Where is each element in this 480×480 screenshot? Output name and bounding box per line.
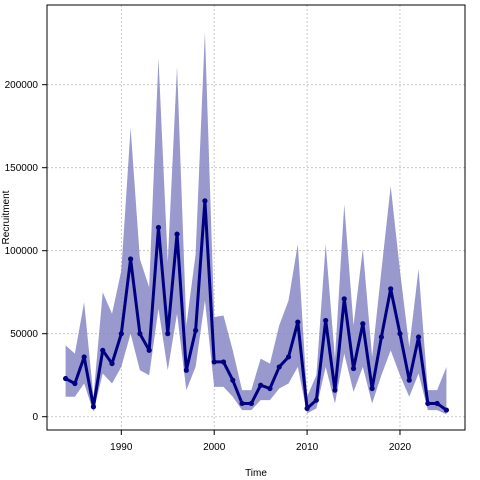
data-point-1985 xyxy=(72,380,78,387)
data-point-2009 xyxy=(295,319,301,325)
data-point-2006 xyxy=(267,385,273,392)
data-point-1995 xyxy=(165,331,171,337)
data-point-1993 xyxy=(146,347,152,353)
data-point-1984 xyxy=(62,375,69,382)
data-point-1987 xyxy=(90,404,97,410)
data-point-1999 xyxy=(202,198,208,204)
data-point-2015 xyxy=(350,365,357,372)
data-point-2014 xyxy=(341,296,347,302)
axis-ticks: 1990 2000 2010 2020 0 50000 100000 150000 200000 xyxy=(5,80,412,453)
data-point-1998 xyxy=(193,327,199,333)
data-point-2000 xyxy=(211,359,217,365)
data-point-2013 xyxy=(332,387,338,393)
data-point-2016 xyxy=(360,321,366,327)
data-point-2001 xyxy=(220,359,227,365)
y-tick-label-150000: 150000 xyxy=(5,163,39,174)
y-tick-label-0: 0 xyxy=(32,412,38,423)
data-point-1991 xyxy=(128,256,134,262)
data-point-2012 xyxy=(323,317,329,324)
y-tick-label-50000: 50000 xyxy=(10,329,38,340)
data-point-2003 xyxy=(239,400,245,407)
plot-frame xyxy=(46,4,466,431)
x-tick-label-2000: 2000 xyxy=(203,442,226,453)
data-point-2010 xyxy=(304,405,310,412)
data-point-2020 xyxy=(397,331,403,337)
x-tick-label-2010: 2010 xyxy=(296,442,319,453)
data-point-1990 xyxy=(118,331,124,337)
data-point-2021 xyxy=(406,377,412,383)
data-point-1997 xyxy=(183,367,189,373)
recruitment-line xyxy=(64,199,448,412)
data-points xyxy=(62,198,450,413)
data-point-2002 xyxy=(230,377,236,383)
data-point-1986 xyxy=(81,354,87,360)
y-axis-title: Recruitment xyxy=(1,190,12,244)
data-point-2011 xyxy=(313,397,319,403)
data-point-2005 xyxy=(258,382,264,388)
y-tick-label-100000: 100000 xyxy=(5,246,39,257)
data-point-2008 xyxy=(285,354,292,360)
data-point-1994 xyxy=(155,224,162,231)
data-point-2004 xyxy=(248,400,254,407)
x-tick-label-1990: 1990 xyxy=(110,442,133,453)
data-point-1996 xyxy=(174,231,180,237)
data-point-2007 xyxy=(276,364,282,370)
data-point-2022 xyxy=(415,334,422,340)
data-point-2024 xyxy=(434,400,440,407)
data-point-2019 xyxy=(388,286,394,292)
data-point-2023 xyxy=(425,400,431,407)
confidence-band xyxy=(65,31,447,415)
x-axis-title: Time xyxy=(245,468,267,479)
data-point-2018 xyxy=(378,334,384,340)
data-point-2025 xyxy=(443,407,450,413)
data-point-1989 xyxy=(109,360,115,367)
x-tick-label-2020: 2020 xyxy=(389,442,412,453)
data-point-1988 xyxy=(100,347,106,353)
y-tick-label-200000: 200000 xyxy=(5,80,39,91)
data-point-2017 xyxy=(369,385,375,392)
data-point-1992 xyxy=(137,331,143,337)
